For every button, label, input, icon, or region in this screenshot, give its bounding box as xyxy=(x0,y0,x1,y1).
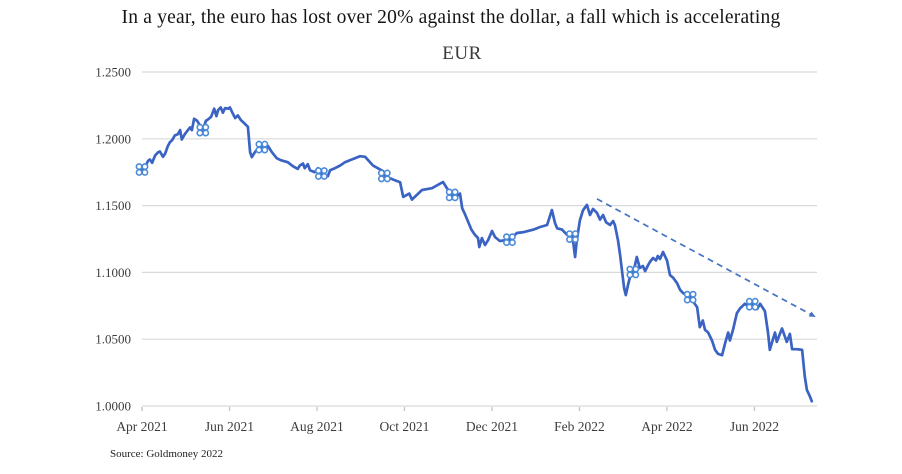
x-axis-tick-label: Aug 2021 xyxy=(290,419,344,434)
marker-cluster-circle xyxy=(377,175,385,183)
marker-cluster-circle xyxy=(261,140,269,148)
marker-cluster-circle xyxy=(451,194,459,202)
source-note: Source: Goldmoney 2022 xyxy=(110,448,224,460)
marker-cluster-circle xyxy=(745,303,753,311)
chart-title: EUR xyxy=(442,43,482,64)
marker-cluster-circle xyxy=(566,230,574,238)
marker-cluster-circle xyxy=(202,123,210,131)
marker-cluster-circle xyxy=(141,163,149,171)
marker-cluster-circle xyxy=(683,296,691,304)
y-axis-tick-label: 1.1000 xyxy=(95,265,131,280)
marker-cluster-circle xyxy=(320,167,328,175)
marker-cluster-circle xyxy=(751,297,759,305)
marker-cluster-circle xyxy=(508,233,516,241)
x-axis-tick-label: Dec 2021 xyxy=(466,419,518,434)
x-axis-tick-label: Apr 2022 xyxy=(641,419,692,434)
marker-cluster-circle xyxy=(451,188,459,196)
marker-cluster-circle xyxy=(141,168,149,176)
marker-cluster-circle xyxy=(377,169,385,177)
marker-cluster-circle xyxy=(261,146,269,154)
marker-cluster-circle xyxy=(503,233,511,241)
marker-cluster-circle xyxy=(320,172,328,180)
y-axis-tick-label: 1.0000 xyxy=(95,399,131,414)
y-axis-tick-label: 1.2500 xyxy=(95,65,131,80)
marker-cluster-circle xyxy=(445,188,453,196)
x-axis-tick-label: Feb 2022 xyxy=(554,419,605,434)
y-axis-tick-label: 1.1500 xyxy=(95,198,131,213)
marker-cluster-circle xyxy=(314,167,322,175)
x-axis-tick-label: Apr 2021 xyxy=(116,419,167,434)
marker-cluster-circle xyxy=(566,235,574,243)
marker-cluster-circle xyxy=(571,235,579,243)
marker-cluster-circle xyxy=(689,290,697,298)
marker-cluster-circle xyxy=(196,123,204,131)
y-axis-tick-label: 1.0500 xyxy=(95,332,131,347)
marker-cluster-circle xyxy=(196,129,204,137)
marker-cluster-circle xyxy=(383,175,391,183)
marker-cluster-circle xyxy=(571,230,579,238)
marker-cluster-circle xyxy=(383,169,391,177)
marker-cluster-circle xyxy=(445,194,453,202)
y-axis-tick-label: 1.2000 xyxy=(95,131,131,146)
marker-cluster-circle xyxy=(314,172,322,180)
x-axis-tick-label: Jun 2021 xyxy=(205,419,254,434)
marker-cluster-circle xyxy=(632,265,640,273)
marker-cluster-circle xyxy=(135,163,143,171)
marker-cluster-circle xyxy=(503,239,511,247)
marker-cluster-circle xyxy=(751,303,759,311)
marker-cluster-circle xyxy=(508,239,516,247)
marker-cluster-circle xyxy=(135,168,143,176)
marker-cluster-circle xyxy=(745,297,753,305)
marker-cluster-circle xyxy=(683,290,691,298)
x-axis-tick-label: Oct 2021 xyxy=(380,419,430,434)
marker-cluster-circle xyxy=(632,271,640,279)
marker-cluster-circle xyxy=(202,129,210,137)
trend-arrowhead xyxy=(808,311,816,318)
eur-usd-line xyxy=(140,106,814,403)
marker-cluster-circle xyxy=(689,296,697,304)
marker-cluster-circle xyxy=(255,140,263,148)
marker-cluster-circle xyxy=(255,146,263,154)
trend-dashed-line xyxy=(596,198,813,316)
marker-cluster-circle xyxy=(626,271,634,279)
x-axis-tick-label: Jun 2022 xyxy=(730,419,779,434)
page-title: In a year, the euro has lost over 20% ag… xyxy=(121,7,781,28)
marker-cluster-circle xyxy=(626,265,634,273)
